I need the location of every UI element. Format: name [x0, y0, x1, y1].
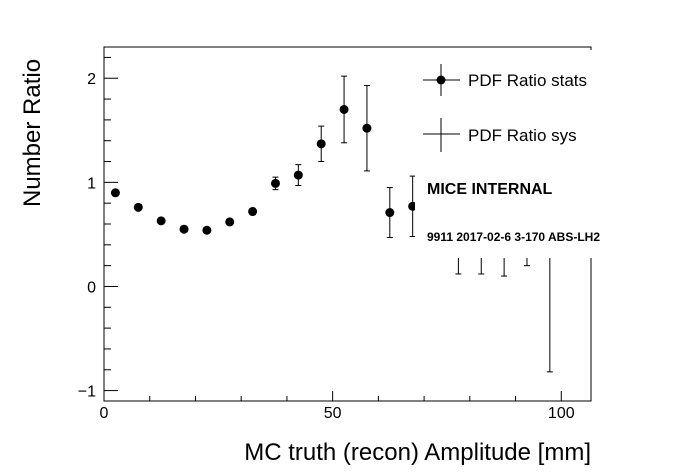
data-point — [362, 85, 372, 172]
legend-background — [415, 50, 620, 258]
y-axis-title: Number Ratio — [19, 59, 46, 207]
data-marker — [339, 104, 349, 114]
run-info-label: 9911 2017-02-6 3-170 ABS-LH2 — [427, 230, 600, 244]
data-marker — [202, 225, 212, 235]
legend-stats-marker-dot — [436, 75, 446, 85]
data-point — [248, 207, 258, 217]
y-tick-label: −1 — [78, 384, 96, 401]
legend-label-stats: PDF Ratio stats — [468, 71, 587, 90]
legend-entry-sys: PDF Ratio sys — [423, 118, 577, 152]
data-marker — [156, 216, 166, 226]
data-point — [293, 164, 303, 186]
y-axis: −1 0 1 2 — [78, 56, 118, 401]
mice-internal-label: MICE INTERNAL — [427, 181, 553, 198]
data-point — [156, 216, 166, 226]
y-tick-label: 0 — [87, 279, 96, 296]
data-marker — [270, 178, 280, 188]
data-marker — [362, 123, 372, 133]
data-point — [225, 217, 235, 227]
data-marker — [179, 224, 189, 234]
data-marker — [293, 170, 303, 180]
data-point — [270, 176, 280, 191]
x-tick-label: 50 — [324, 405, 342, 422]
data-point — [316, 125, 326, 163]
data-marker — [408, 201, 418, 211]
data-marker — [316, 139, 326, 149]
legend-label-sys: PDF Ratio sys — [468, 126, 577, 145]
legend: PDF Ratio stats PDF Ratio sys MICE INTER… — [415, 50, 620, 258]
data-marker — [133, 202, 143, 212]
y-tick-label: 2 — [87, 71, 96, 88]
data-point — [133, 202, 143, 212]
data-point — [408, 175, 418, 237]
data-point — [110, 188, 120, 198]
y-tick-label: 1 — [87, 175, 96, 192]
data-point — [179, 224, 189, 234]
x-axis-title: MC truth (recon) Amplitude [mm] — [244, 439, 591, 466]
data-marker — [385, 208, 395, 218]
data-point — [339, 75, 349, 144]
data-point — [385, 187, 395, 239]
data-marker — [225, 217, 235, 227]
legend-entry-stats: PDF Ratio stats — [423, 64, 587, 96]
x-axis: 0 50 100 — [100, 391, 575, 422]
x-tick-label: 0 — [100, 405, 109, 422]
data-marker — [248, 207, 258, 217]
data-point — [202, 225, 212, 235]
x-tick-label: 100 — [548, 405, 575, 422]
data-marker — [110, 188, 120, 198]
